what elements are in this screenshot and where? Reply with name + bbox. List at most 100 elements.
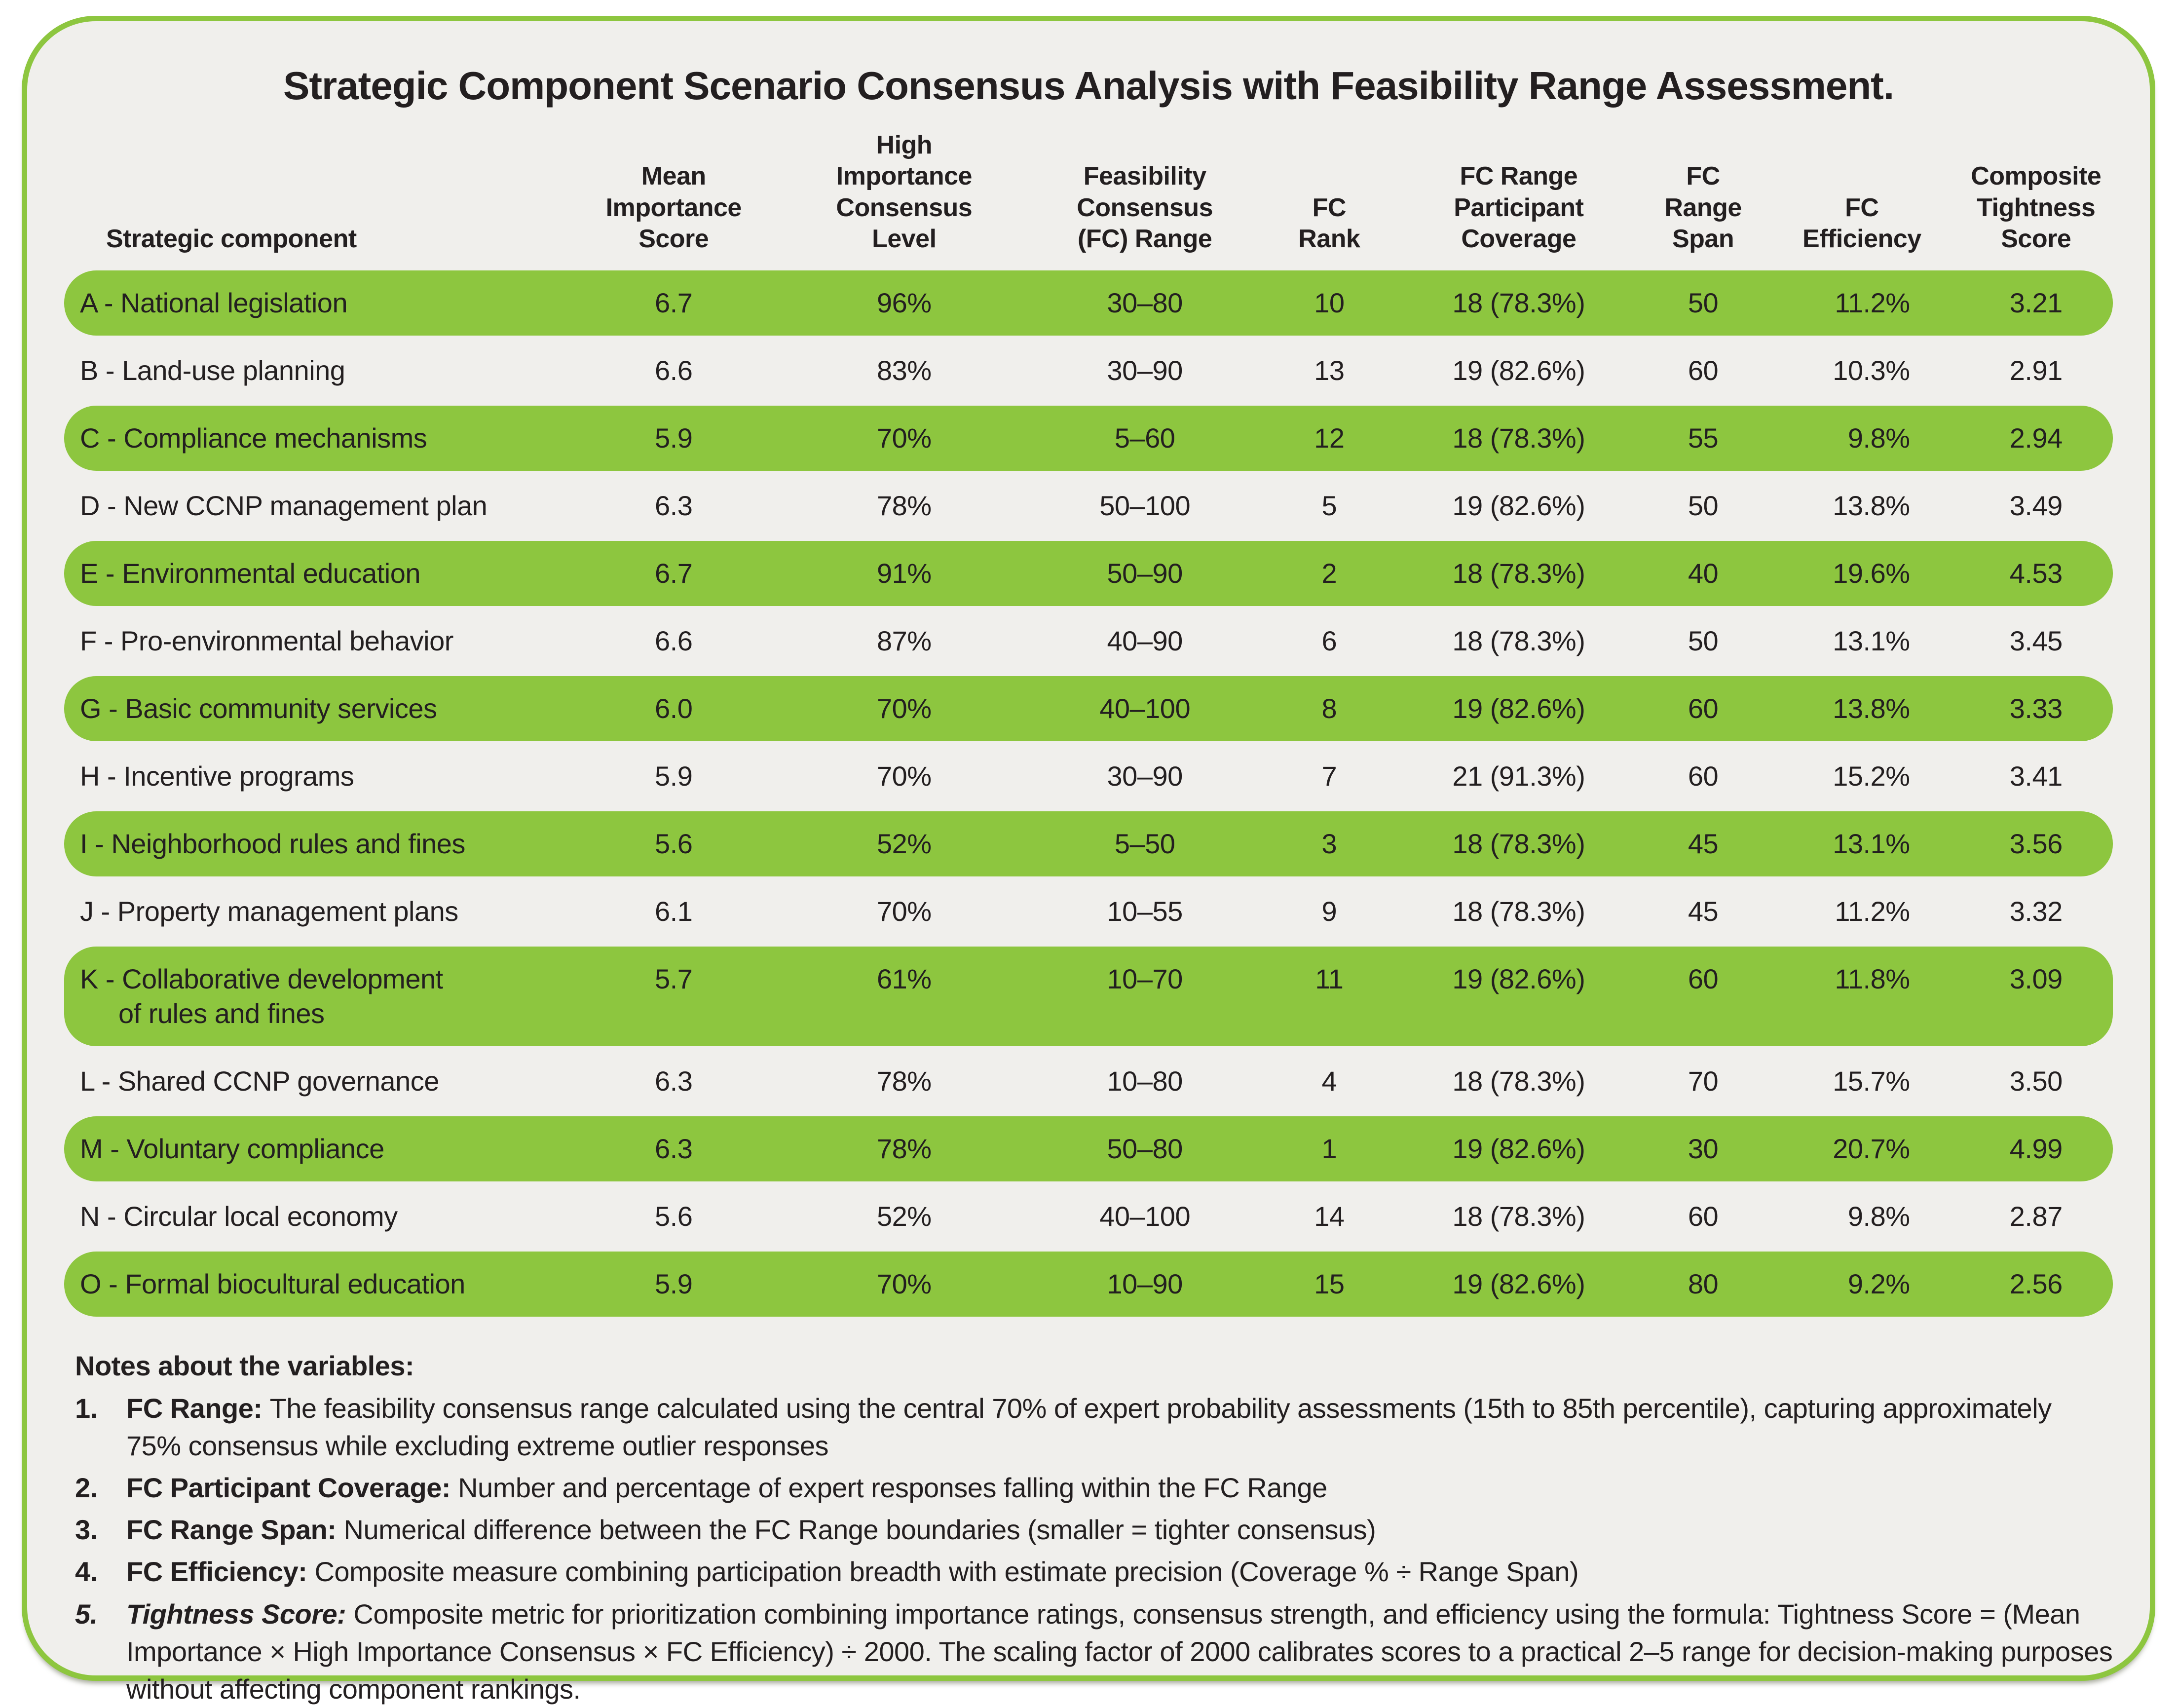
table-row-A: A - National legislation 6.7 96% 30–80 10 18 … [64, 270, 2113, 336]
efficiency-cell: 20.7% [1764, 1116, 1959, 1181]
notes-section: Notes about the variables: 1. FC Range: T… [75, 1350, 2113, 1708]
span-cell: 45 [1688, 895, 1719, 927]
coverage-cell: 19 (82.6%) [1452, 490, 1585, 521]
coverage-cell: 21 (91.3%) [1452, 760, 1585, 792]
component-cell: D - New CCNP management plan [80, 490, 488, 521]
consensus-cell: 83% [877, 354, 932, 386]
span-cell: 50 [1688, 490, 1719, 521]
span-cell: 60 [1688, 354, 1719, 386]
span-cell: 50 [1642, 270, 1765, 336]
mean-cell: 6.0 [566, 676, 782, 741]
table-header: Strategic component Mean Importance Score… [64, 130, 2113, 268]
efficiency-cell: 10.3% [1833, 354, 1910, 386]
range-cell: 5–60 [1027, 405, 1263, 471]
consensus-table: Strategic component Mean Importance Score… [64, 127, 2113, 1319]
note-body: FC Range Span: Numerical difference betw… [126, 1511, 2113, 1549]
table-title: Strategic Component Scenario Consensus A… [283, 64, 1894, 108]
mean-cell: 6.6 [655, 625, 693, 656]
note-text: Number and percentage of expert response… [458, 1472, 1327, 1504]
tightness-cell: 3.49 [2009, 490, 2063, 521]
note-text: Composite metric for prioritization comb… [126, 1598, 2113, 1705]
note-item-4: 4. FC Efficiency: Composite measure combi… [75, 1553, 2113, 1591]
range-cell: 10–55 [1107, 895, 1183, 927]
note-number: 3. [75, 1514, 98, 1546]
table-row-B: B - Land-use planning 6.6 83% 30–90 13 19 (82… [64, 338, 2113, 403]
consensus-cell: 70% [877, 895, 932, 927]
range-cell: 50–100 [1099, 490, 1191, 521]
column-header-coverage: FC Range Participant Coverage [1454, 162, 1584, 254]
rank-cell: 4 [1321, 1065, 1337, 1097]
note-number: 5. [75, 1598, 98, 1630]
rank-cell: 7 [1321, 760, 1337, 792]
rank-cell: 9 [1321, 895, 1337, 927]
consensus-cell: 96% [781, 270, 1027, 336]
range-cell: 40–100 [1027, 676, 1263, 741]
consensus-cell: 61% [781, 946, 1027, 1046]
mean-cell: 6.7 [566, 540, 782, 606]
rank-cell: 14 [1314, 1200, 1345, 1232]
mean-cell: 5.9 [655, 760, 693, 792]
mean-cell: 6.6 [655, 354, 693, 386]
tightness-cell: 3.41 [2009, 760, 2063, 792]
note-body: FC Range: The feasibility consensus rang… [126, 1390, 2113, 1465]
table-body: A - National legislation 6.7 96% 30–80 10 18 … [64, 270, 2113, 1317]
tightness-cell: 3.45 [2009, 625, 2063, 656]
efficiency-cell: 9.8% [1764, 405, 1959, 471]
consensus-cell: 78% [781, 1116, 1027, 1181]
header-row: Strategic component Mean Importance Score… [64, 130, 2113, 268]
table-panel: Strategic Component Scenario Consensus A… [22, 16, 2155, 1705]
component-cell: O - Formal biocultural education [64, 1251, 566, 1317]
note-term: FC Participant Coverage: [126, 1472, 458, 1504]
range-cell: 5–50 [1027, 811, 1263, 876]
range-cell: 30–80 [1027, 270, 1263, 336]
column-header-efficiency: FC Efficiency [1802, 193, 1921, 254]
tightness-cell: 2.94 [1959, 405, 2113, 471]
component-cell: A - National legislation [64, 270, 566, 336]
mean-cell: 5.6 [566, 811, 782, 876]
rank-cell: 5 [1321, 490, 1337, 521]
table-row-N: N - Circular local economy 5.6 52% 40–100 14… [64, 1184, 2113, 1249]
column-header-consensus: High Importance Consensus Level [836, 131, 973, 254]
table-row-G: G - Basic community services 6.0 70% 40–100… [64, 676, 2113, 741]
table-row-I: I - Neighborhood rules and fines 5.6 52% 5–… [64, 811, 2113, 876]
note-item-1: 1. FC Range: The feasibility consensus ra… [75, 1390, 2113, 1465]
range-cell: 30–90 [1107, 354, 1183, 386]
mean-cell: 5.6 [655, 1200, 693, 1232]
efficiency-cell: 13.1% [1764, 811, 1959, 876]
consensus-cell: 91% [781, 540, 1027, 606]
table-row-M: M - Voluntary compliance 6.3 78% 50–80 1 19 (… [64, 1116, 2113, 1181]
span-cell: 60 [1688, 760, 1719, 792]
coverage-cell: 19 (82.6%) [1395, 1116, 1642, 1181]
component-cell: M - Voluntary compliance [64, 1116, 566, 1181]
efficiency-cell: 11.2% [1764, 270, 1959, 336]
rank-cell: 15 [1262, 1251, 1396, 1317]
rank-cell: 1 [1262, 1116, 1396, 1181]
tightness-cell: 3.56 [1959, 811, 2113, 876]
note-term: FC Range Span: [126, 1514, 344, 1546]
span-cell: 55 [1642, 405, 1765, 471]
consensus-cell: 70% [781, 1251, 1027, 1317]
coverage-cell: 18 (78.3%) [1452, 895, 1585, 927]
tightness-cell: 3.32 [2009, 895, 2063, 927]
table-row-J: J - Property management plans 6.1 70% 10–55… [64, 879, 2113, 944]
table-row-E: E - Environmental education 6.7 91% 50–90 2 1… [64, 540, 2113, 606]
coverage-cell: 18 (78.3%) [1395, 405, 1642, 471]
note-term: Tightness Score: [126, 1598, 354, 1630]
span-cell: 80 [1642, 1251, 1765, 1317]
rank-cell: 11 [1262, 946, 1396, 1046]
note-text: The feasibility consensus range calculat… [126, 1392, 2052, 1461]
table-row-L: L - Shared CCNP governance 6.3 78% 10–80 4 18… [64, 1049, 2113, 1114]
component-cell: G - Basic community services [64, 676, 566, 741]
span-cell: 60 [1642, 946, 1765, 1046]
mean-cell: 5.9 [566, 1251, 782, 1317]
table-row-D: D - New CCNP management plan 6.3 78% 50–100… [64, 473, 2113, 538]
range-cell: 40–100 [1099, 1200, 1191, 1232]
mean-cell: 6.1 [655, 895, 693, 927]
coverage-cell: 18 (78.3%) [1395, 270, 1642, 336]
rank-cell: 2 [1262, 540, 1396, 606]
coverage-cell: 19 (82.6%) [1452, 354, 1585, 386]
tightness-cell: 2.56 [1959, 1251, 2113, 1317]
column-header-tightness: Composite Tightness Score [1971, 162, 2102, 254]
efficiency-cell: 13.8% [1833, 490, 1910, 521]
mean-cell: 5.9 [566, 405, 782, 471]
